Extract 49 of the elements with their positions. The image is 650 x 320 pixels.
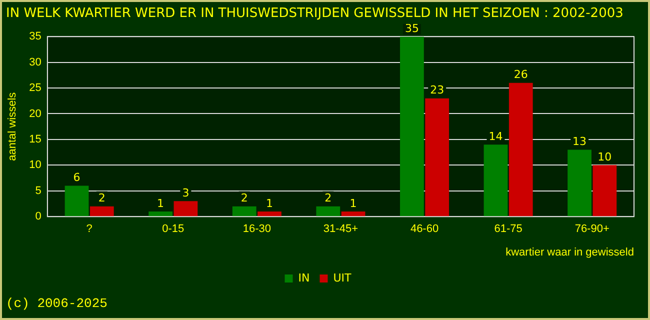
data-label: 1: [157, 196, 164, 210]
bar: [341, 211, 366, 216]
legend-label: UIT: [333, 271, 352, 284]
data-label: 35: [404, 22, 419, 35]
y-tick-label: 35: [29, 30, 42, 43]
y-tick-label: 0: [35, 210, 42, 223]
bar: [232, 206, 256, 216]
bar: [64, 186, 89, 216]
bar: [484, 144, 508, 216]
bar: [316, 206, 340, 216]
data-label: 6: [73, 171, 80, 184]
y-tick-label: 30: [29, 56, 42, 68]
data-label: 14: [488, 130, 503, 143]
y-tick-label: 25: [29, 82, 42, 94]
x-tick-label: 0-15: [162, 223, 184, 236]
bar: [592, 165, 617, 216]
bar: [90, 206, 114, 216]
y-tick-label: 10: [29, 159, 42, 172]
bar: [258, 211, 282, 216]
bar: [174, 201, 198, 216]
y-tick-label: 5: [35, 184, 42, 197]
data-label: 1: [350, 196, 357, 210]
data-label: 10: [598, 150, 612, 164]
bar: [425, 98, 450, 216]
y-tick-label: 20: [29, 108, 42, 120]
bar: [568, 150, 592, 216]
x-tick-label: 61-75: [494, 223, 522, 236]
x-axis-title: kwartier waar in gewisseld: [506, 246, 634, 258]
chart-title: IN WELK KWARTIER WERD ER IN THUISWEDSTRIJDEN GEWISSELD IN HET SEIZOEN : 2002-2003: [6, 6, 624, 21]
data-label: 2: [324, 192, 332, 205]
data-label: 13: [572, 135, 587, 148]
x-tick-label: 31-45+: [323, 223, 358, 236]
bar: [148, 211, 172, 216]
x-tick-label: 46-60: [410, 223, 439, 236]
x-tick-label: 76-90+: [574, 223, 610, 236]
data-label: 1: [266, 196, 273, 210]
legend-label: IN: [298, 271, 310, 284]
y-axis-title: aantal wissels: [6, 92, 19, 161]
y-tick-label: 15: [29, 133, 42, 146]
data-label: 2: [240, 192, 248, 205]
data-label: 2: [98, 192, 106, 205]
data-label: 23: [430, 84, 444, 97]
x-tick-label: 16-30: [242, 223, 271, 236]
bar: [400, 36, 424, 216]
x-tick-label: ?: [86, 223, 92, 236]
data-label: 3: [182, 186, 190, 200]
data-label: 26: [514, 68, 528, 82]
text: (c) 2006-2025: [6, 296, 108, 311]
bar: [508, 82, 533, 216]
